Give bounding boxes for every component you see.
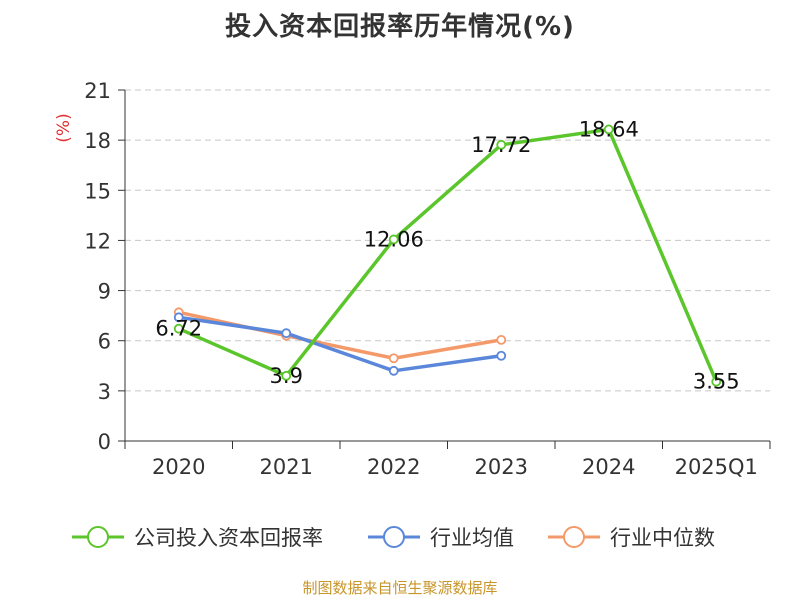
data-point (281, 328, 292, 339)
legend-marker (383, 526, 405, 548)
data-point (388, 234, 399, 245)
x-tick-label: 2022 (367, 455, 420, 479)
x-tick-label: 2025Q1 (675, 455, 758, 479)
legend-marker (87, 526, 109, 548)
y-axis-label: (%) (54, 113, 74, 142)
data-point (603, 124, 614, 135)
data-point (388, 353, 399, 364)
y-tick-label: 6 (98, 330, 111, 354)
data-point (496, 139, 507, 150)
data-point (496, 350, 507, 361)
data-point (711, 376, 722, 387)
data-label: 18.64 (579, 117, 639, 141)
x-tick-label: 2023 (475, 455, 528, 479)
data-point (388, 365, 399, 376)
y-tick-label: 15 (84, 179, 111, 203)
y-tick-label: 3 (98, 380, 111, 404)
y-tick-label: 9 (98, 280, 111, 304)
y-tick-label: 0 (98, 430, 111, 454)
data-label: 3.9 (270, 364, 303, 388)
chart-title: 投入资本回报率历年情况(%) (225, 12, 575, 42)
data-point (496, 334, 507, 345)
data-label: 12.06 (364, 227, 424, 251)
x-tick-label: 2024 (582, 455, 635, 479)
x-tick-label: 2020 (152, 455, 205, 479)
legend-label: 行业均值 (430, 526, 514, 550)
series-line (178, 315, 502, 373)
data-point (173, 312, 184, 323)
data-label: 17.72 (471, 133, 531, 157)
data-label: 6.72 (155, 317, 202, 341)
y-tick-label: 12 (84, 229, 111, 253)
source-note: 制图数据来自恒生聚源数据库 (302, 579, 498, 597)
x-tick-label: 2021 (260, 455, 313, 479)
legend-marker (563, 526, 585, 548)
y-tick-label: 18 (84, 129, 111, 153)
axis-layer: 0 3 6 9 12 15 18 21 2020 2021 2022 2023 2024 2025Q1 (%… (54, 79, 771, 479)
y-tick-label: 21 (84, 79, 111, 103)
data-point (281, 370, 292, 381)
data-point (173, 323, 184, 334)
series-layer (173, 124, 722, 387)
series-line (178, 127, 718, 383)
legend-label: 公司投入资本回报率 (134, 526, 323, 550)
legend-label: 行业中位数 (610, 526, 715, 550)
data-label-layer: 6.72 3.9 12.06 17.72 18.64 3.55 (155, 117, 739, 393)
legend: 公司投入资本回报率 行业均值 行业中位数 (72, 526, 715, 550)
data-label: 3.55 (693, 370, 740, 394)
